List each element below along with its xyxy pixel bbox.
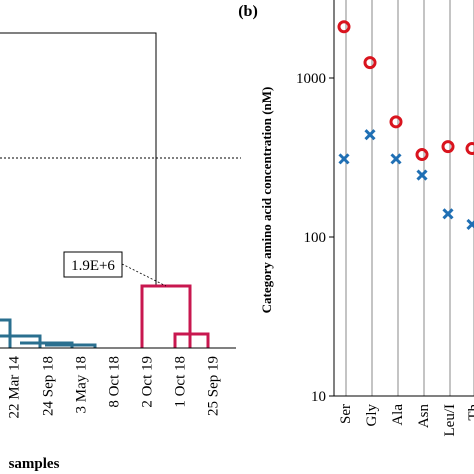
cross-marker <box>442 208 454 220</box>
dendrogram-tick-label: 2 Oct 19 <box>139 356 155 408</box>
y-tick-label: 1000 <box>296 71 326 87</box>
x-tick-labels: Ser Gly Ala Asn Leu/I Th <box>338 404 474 437</box>
red-link <box>173 332 210 348</box>
dendrogram-tick-label: 3 May 18 <box>73 356 89 414</box>
dendrogram-panel: 1.9E+6 22 Mar 14 24 Sep 18 3 May 18 8 Oct 1… <box>0 32 241 472</box>
dendrogram-tick-label: 8 Oct 18 <box>106 356 122 408</box>
blue-cluster <box>0 318 97 348</box>
scatter-panel: (b) 10 100 1000 Category amino acid concen… <box>238 0 474 436</box>
circle-marker <box>337 20 351 34</box>
x-tick-label: Asn <box>416 404 432 429</box>
circle-marker <box>389 115 403 129</box>
dendrogram-tick-labels: 22 Mar 14 24 Sep 18 3 May 18 8 Oct 18 2 Oct … <box>6 356 221 419</box>
annotation-leader-line <box>121 263 167 287</box>
cross-marker <box>416 169 428 181</box>
red-link <box>140 284 192 348</box>
circle-marker <box>465 142 474 156</box>
annotation-box <box>63 251 123 278</box>
y-tick-labels: 10 100 1000 <box>296 71 334 405</box>
dendrogram-tick-label: 22 Mar 14 <box>6 356 22 419</box>
cross-marker <box>364 129 376 141</box>
cross-marker <box>338 153 350 165</box>
x-tick-label: Gly <box>364 404 380 427</box>
blue-link <box>0 318 12 348</box>
circle-marker <box>363 56 377 70</box>
category-gridlines <box>345 0 474 396</box>
x-tick-label: Th <box>466 404 474 421</box>
cross-marker <box>466 218 474 230</box>
blue-link <box>45 343 97 348</box>
dendrogram-tick-label: 1 Oct 18 <box>172 356 188 408</box>
dendrogram-tick-label: 24 Sep 18 <box>40 356 56 416</box>
y-tick-label: 100 <box>304 230 327 246</box>
x-tick-label: Leu/I <box>442 404 458 436</box>
dendrogram-top-link <box>0 32 157 286</box>
circle-marker <box>441 140 455 154</box>
y-tick-label: 10 <box>311 389 326 405</box>
annotation-text: 1.9E+6 <box>71 258 115 274</box>
y-axis-label: Category amino acid concentration (nM) <box>259 87 274 314</box>
panel-label: (b) <box>238 3 258 20</box>
x-tick-label: Ala <box>390 404 406 426</box>
red-cluster <box>140 284 210 348</box>
dendrogram-tick-label: 25 Sep 19 <box>205 356 221 416</box>
circle-marker <box>415 148 429 162</box>
x-axis-label: samples <box>9 456 60 472</box>
data-markers <box>337 20 474 230</box>
cross-marker <box>390 153 402 165</box>
x-tick-label: Ser <box>338 404 354 424</box>
